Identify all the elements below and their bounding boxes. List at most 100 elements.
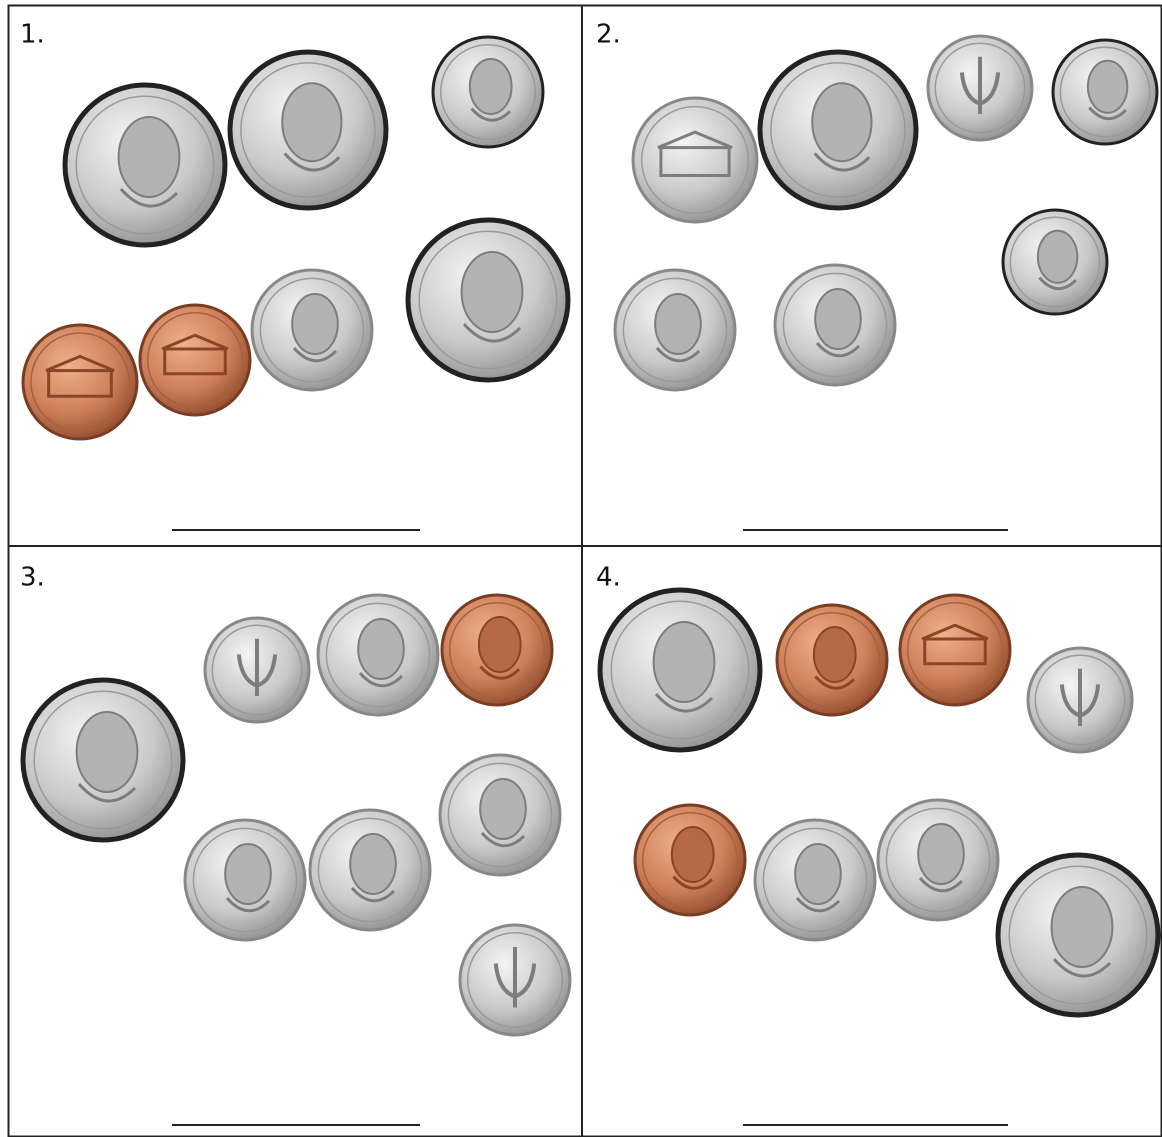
coin xyxy=(1051,38,1159,146)
coin xyxy=(773,263,897,387)
coin-ring xyxy=(211,624,303,716)
coin-portrait xyxy=(1050,886,1114,968)
coin xyxy=(1001,208,1109,316)
coin-portrait xyxy=(117,116,181,198)
coin-portrait xyxy=(795,896,841,913)
coin-design xyxy=(657,130,733,149)
coin-ring xyxy=(325,602,431,708)
coin-design xyxy=(1059,668,1101,726)
coin xyxy=(308,808,432,932)
coin xyxy=(203,616,311,724)
coin-body xyxy=(631,96,759,224)
coin-design xyxy=(47,369,113,398)
coin-ring xyxy=(439,43,537,141)
coin-ring xyxy=(770,62,906,198)
coin-portrait xyxy=(479,778,527,840)
coin-portrait xyxy=(1088,106,1127,121)
coin xyxy=(1026,646,1134,754)
coin-portrait xyxy=(814,675,856,690)
coin-design xyxy=(236,638,278,696)
coin xyxy=(597,587,763,753)
coin-portrait xyxy=(350,886,396,903)
coin-portrait xyxy=(468,58,513,115)
coin-portrait xyxy=(918,876,964,893)
coin xyxy=(775,603,889,717)
coin-ring xyxy=(762,827,868,933)
coin-ring xyxy=(1034,654,1126,746)
coin xyxy=(20,677,186,843)
coin-ring xyxy=(192,827,298,933)
coin-ring xyxy=(622,277,728,383)
coins xyxy=(20,34,1161,1037)
coin-ring xyxy=(259,277,365,383)
coin xyxy=(183,818,307,942)
coin-ring xyxy=(317,817,423,923)
coin-body xyxy=(21,323,139,441)
coin-portrait xyxy=(480,831,526,848)
coin-ring xyxy=(934,42,1026,134)
coin-ring xyxy=(1009,216,1101,308)
coin-portrait xyxy=(654,693,714,713)
coin-portrait xyxy=(670,826,715,883)
coin xyxy=(613,268,737,392)
coin-portrait xyxy=(477,616,522,673)
coin-portrait xyxy=(470,107,512,122)
coin-design xyxy=(659,146,731,178)
coin xyxy=(316,593,440,717)
coin xyxy=(250,268,374,392)
coin-design xyxy=(493,947,537,1008)
coin-design xyxy=(45,354,115,372)
coin-portrait xyxy=(811,82,873,163)
coin-ring xyxy=(418,230,558,370)
coin-body xyxy=(898,593,1012,707)
coin-design xyxy=(921,623,989,641)
coin-ring xyxy=(146,311,244,409)
coin-ring xyxy=(885,807,991,913)
coin-portrait xyxy=(814,288,862,350)
coin-portrait xyxy=(917,823,965,885)
coin-portrait xyxy=(1052,958,1112,978)
coin xyxy=(62,82,228,248)
coin-portrait xyxy=(75,711,139,793)
coin-portrait xyxy=(283,152,341,172)
coin-ring xyxy=(782,272,888,378)
coin-portrait xyxy=(672,875,714,890)
coin-design xyxy=(959,56,1001,114)
coin-ring xyxy=(641,811,739,909)
coin-portrait xyxy=(291,293,339,355)
coin xyxy=(138,303,252,417)
coin-ring xyxy=(610,600,750,740)
coin-ring xyxy=(75,95,215,235)
coin-ring xyxy=(447,762,553,868)
coin xyxy=(757,49,919,211)
coin-ring xyxy=(466,931,564,1029)
coin-portrait xyxy=(462,323,522,343)
problem-number: 1. xyxy=(20,20,45,50)
coin-portrait xyxy=(119,188,179,208)
coin xyxy=(876,798,1000,922)
coin-design xyxy=(161,333,229,351)
coin xyxy=(431,35,545,149)
coin xyxy=(631,96,759,224)
problem-number: 4. xyxy=(596,563,621,593)
coin xyxy=(753,818,877,942)
coin-ring xyxy=(906,601,1004,699)
coin-portrait xyxy=(225,896,271,913)
coin-ring xyxy=(1008,865,1148,1005)
coin-portrait xyxy=(224,843,272,905)
coin-portrait xyxy=(281,82,343,163)
coin-portrait xyxy=(815,341,861,358)
coin xyxy=(438,753,562,877)
coin-portrait xyxy=(1038,276,1077,291)
coin xyxy=(227,49,389,211)
problem-number: 2. xyxy=(596,20,621,50)
coin-ring xyxy=(448,601,546,699)
coin-design xyxy=(163,347,227,376)
coin-portrait xyxy=(654,293,702,355)
coin-portrait xyxy=(1036,229,1079,284)
coin-ring xyxy=(33,690,173,830)
coin-ring xyxy=(240,62,376,198)
coin-portrait xyxy=(812,626,857,683)
coin-portrait xyxy=(655,346,701,363)
